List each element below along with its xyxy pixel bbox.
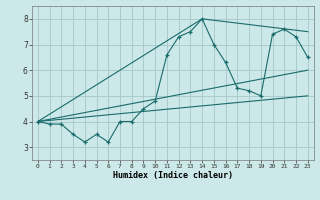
X-axis label: Humidex (Indice chaleur): Humidex (Indice chaleur)	[113, 171, 233, 180]
